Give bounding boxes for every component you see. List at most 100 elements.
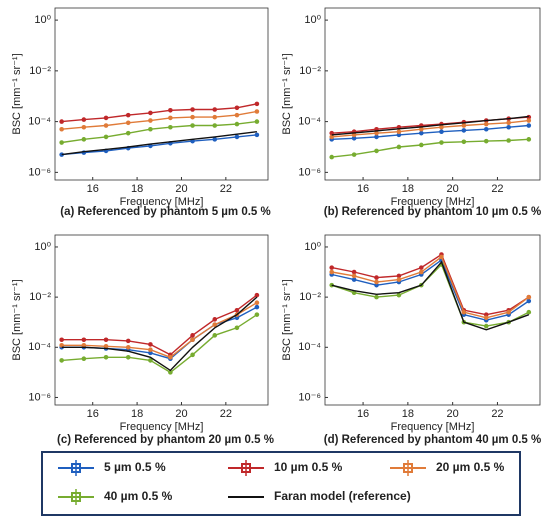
- data-point: [103, 337, 109, 343]
- data-point: [461, 128, 467, 133]
- data-point: [81, 117, 87, 122]
- data-point: [254, 300, 260, 305]
- data-point: [190, 107, 195, 112]
- data-point: [148, 347, 153, 353]
- data-point: [81, 137, 87, 142]
- data-point: [125, 344, 131, 350]
- x-axis-label: Frequency [MHz]: [391, 421, 475, 433]
- data-point: [125, 354, 131, 360]
- x-axis-label: Frequency [MHz]: [120, 421, 204, 433]
- y-tick-label: 10⁰: [34, 241, 51, 253]
- x-tick-label: 20: [447, 183, 459, 195]
- data-point: [506, 124, 511, 130]
- data-point: [526, 123, 532, 128]
- x-tick-label: 18: [402, 183, 414, 195]
- data-point: [254, 119, 260, 124]
- y-tick-label: 10⁻⁴: [28, 341, 51, 353]
- legend-label: 40 µm 0.5 %: [104, 489, 173, 503]
- data-point: [212, 322, 218, 327]
- data-point: [103, 354, 109, 360]
- data-point: [351, 152, 357, 157]
- x-tick-label: 20: [175, 408, 187, 420]
- data-point: [374, 148, 379, 154]
- data-point: [212, 123, 218, 128]
- legend-marker: [71, 492, 81, 502]
- data-point: [125, 112, 131, 118]
- series-line: [331, 263, 530, 327]
- data-point: [103, 123, 109, 128]
- data-point: [461, 123, 467, 128]
- legend-label: Faran model (reference): [274, 489, 411, 503]
- x-tick-label: 16: [357, 183, 369, 195]
- plot-frame: [54, 7, 269, 181]
- data-point: [254, 132, 260, 138]
- data-point: [59, 343, 64, 348]
- data-point: [329, 269, 335, 275]
- panel-caption: (a) Referenced by phantom 5 µm 0.5 %: [60, 206, 271, 218]
- data-point: [439, 124, 444, 130]
- data-point: [461, 309, 467, 315]
- plot-frame: [54, 234, 269, 406]
- y-axis-label: BSC [mm⁻¹ sr⁻¹]: [281, 279, 293, 360]
- data-point: [439, 254, 444, 260]
- x-tick-label: 22: [220, 183, 232, 195]
- data-point: [351, 273, 357, 279]
- x-axis-label: Frequency [MHz]: [391, 196, 475, 208]
- data-point: [190, 123, 195, 128]
- x-tick-label: 16: [87, 183, 99, 195]
- x-tick-label: 18: [402, 408, 414, 420]
- legend-label: 10 µm 0.5 %: [274, 460, 343, 474]
- y-tick-label: 10⁻²: [299, 291, 321, 303]
- data-point: [483, 138, 489, 144]
- x-tick-label: 22: [491, 408, 503, 420]
- data-point: [59, 152, 64, 157]
- data-point: [254, 101, 260, 107]
- x-tick-label: 16: [87, 408, 99, 420]
- data-point: [59, 140, 64, 145]
- x-tick-label: 18: [131, 408, 143, 420]
- data-point: [234, 112, 240, 118]
- legend-label: 20 µm 0.5 %: [436, 460, 505, 474]
- data-point: [419, 126, 424, 132]
- series-line: [331, 260, 530, 331]
- series-line: [331, 253, 530, 316]
- data-point: [351, 135, 357, 141]
- panel-caption: (d) Referenced by phantom 40 µm 0.5 %: [324, 434, 542, 446]
- data-point: [125, 338, 131, 344]
- data-point: [419, 130, 424, 136]
- data-point: [59, 126, 64, 132]
- y-tick-label: 10⁻⁴: [28, 116, 51, 128]
- data-point: [351, 132, 357, 138]
- data-point: [526, 298, 532, 304]
- data-point: [190, 114, 195, 120]
- series-line: [331, 124, 529, 140]
- data-point: [148, 110, 153, 116]
- data-point: [81, 337, 87, 343]
- data-point: [59, 337, 64, 343]
- data-point: [190, 352, 195, 358]
- panel-caption: (b) Referenced by phantom 10 µm 0.5 %: [324, 206, 542, 218]
- data-point: [168, 354, 173, 360]
- data-point: [483, 121, 489, 127]
- data-point: [168, 115, 173, 121]
- data-point: [439, 129, 444, 135]
- data-point: [374, 279, 379, 285]
- data-point: [59, 119, 64, 124]
- legend-marker: [71, 463, 81, 473]
- data-point: [125, 130, 131, 136]
- data-point: [212, 107, 218, 112]
- data-point: [148, 126, 153, 132]
- data-point: [125, 120, 131, 126]
- data-point: [396, 132, 402, 138]
- y-tick-label: 10⁻²: [299, 65, 321, 77]
- data-point: [81, 124, 87, 130]
- data-point: [254, 109, 260, 114]
- y-axis-label: BSC [mm⁻¹ sr⁻¹]: [281, 53, 293, 134]
- series-line: [61, 103, 258, 123]
- series-line: [61, 314, 258, 374]
- series-line: [61, 134, 257, 156]
- legend-box: [41, 451, 521, 516]
- data-point: [483, 315, 489, 321]
- x-tick-label: 20: [175, 183, 187, 195]
